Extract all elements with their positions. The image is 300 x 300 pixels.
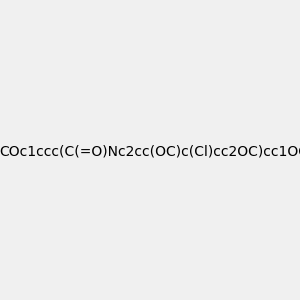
Text: COc1ccc(C(=O)Nc2cc(OC)c(Cl)cc2OC)cc1OC: COc1ccc(C(=O)Nc2cc(OC)c(Cl)cc2OC)cc1OC [0, 145, 300, 158]
